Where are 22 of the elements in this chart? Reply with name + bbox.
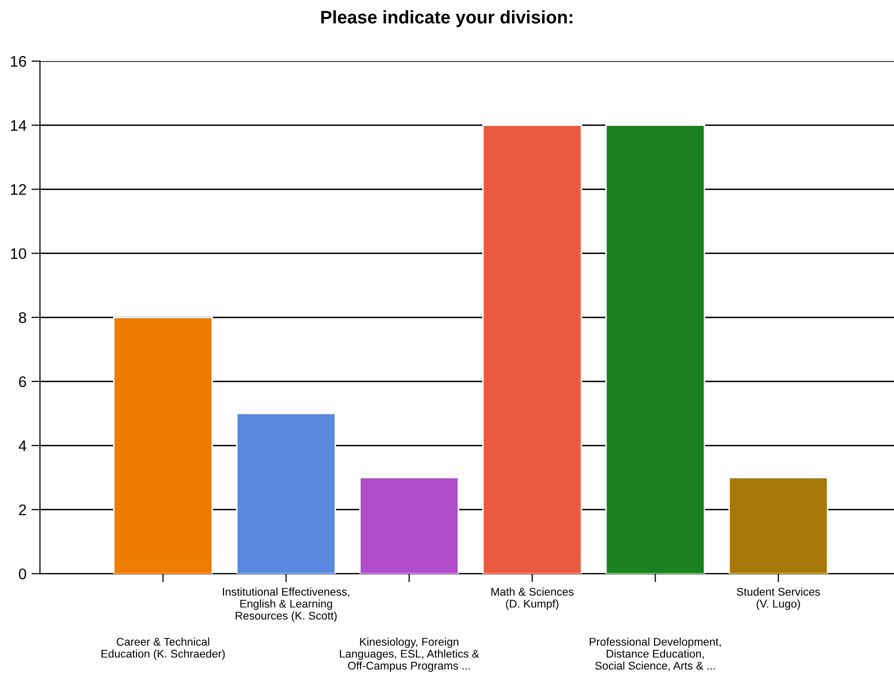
y-tick-label: 12	[10, 184, 26, 195]
y-tick-label: 0	[18, 568, 26, 580]
x-tick-label: Kinesiology, Foreign Languages, ESL, Athletics & Off-Campus Programs ...	[340, 638, 480, 672]
y-tick-label: 6	[19, 376, 26, 388]
bar	[482, 124, 582, 574]
chart-title: Please indicate your division:	[321, 10, 572, 28]
bar	[728, 476, 828, 574]
x-tick-label: Institutional Effectiveness, English & Learning Resources (K. Scott)	[222, 588, 350, 622]
y-tick-label: 10	[10, 248, 26, 260]
x-tick-label: Professional Development, Distance Education, Social Science, Arts & ...	[590, 638, 721, 671]
x-tick-label: Math & Sciences (D. Kumpf)	[491, 588, 574, 610]
y-tick-label: 14	[10, 120, 26, 131]
y-tick-label: 4	[18, 440, 26, 452]
bar	[605, 124, 706, 574]
bar	[359, 476, 460, 574]
y-tick-label: 16	[10, 56, 26, 67]
y-tick-label: 8	[18, 312, 26, 324]
bar	[236, 412, 336, 574]
x-tick-label: Student Services (V. Lugo)	[736, 588, 820, 610]
x-tick-label: Career & Technical Education (K. Schraeder)	[102, 638, 225, 660]
y-tick-label: 2	[19, 504, 26, 516]
bar	[113, 316, 213, 574]
